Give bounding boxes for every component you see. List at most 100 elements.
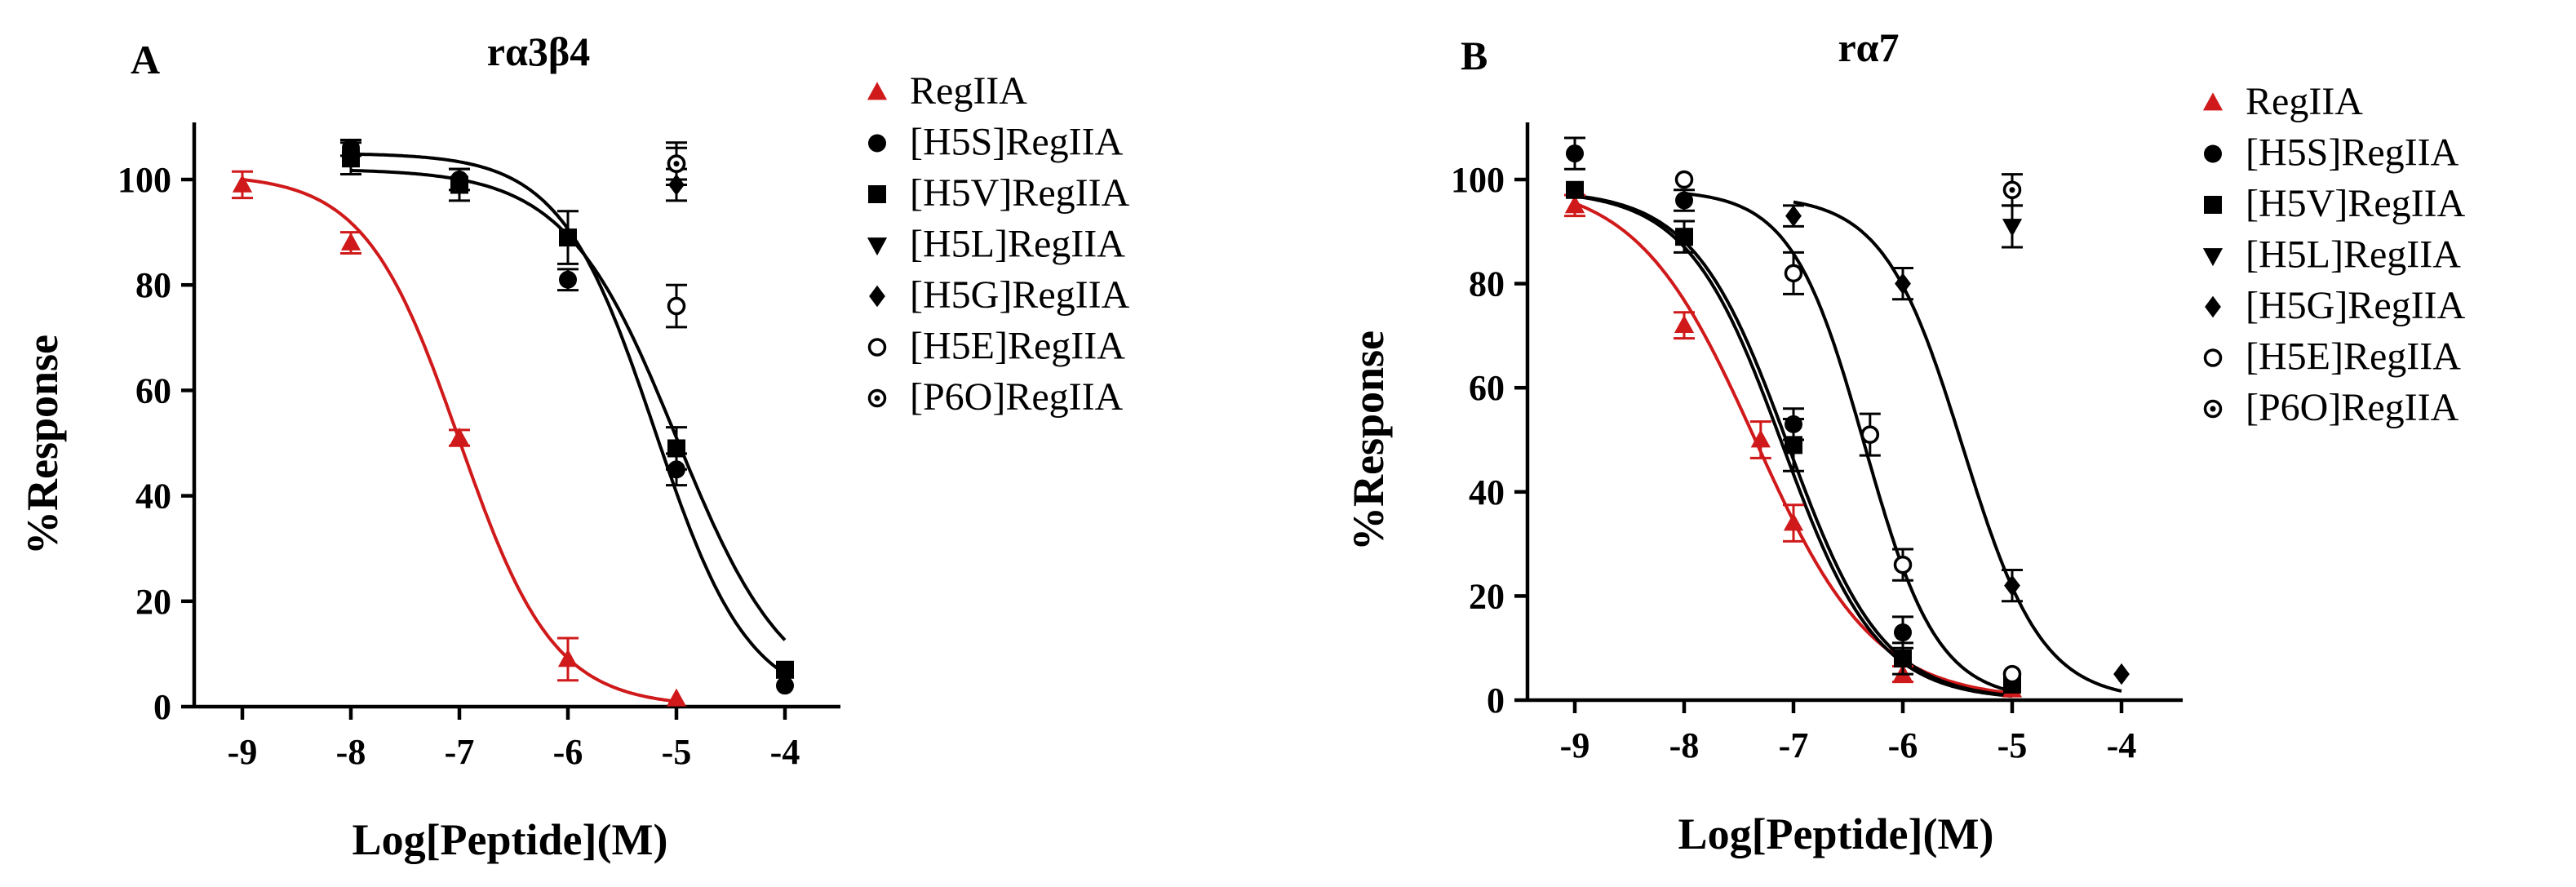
panel-b-legend-marker-h5eregiia [2203,348,2223,367]
panel-b-point-h5gregiia [2004,574,2020,597]
panel-b-x-tick-label: -9 [1560,725,1590,765]
panel-a-point-h5vregiia [667,439,685,458]
panel-b-legend-label-h5lregiia: [H5L]RegIIA [2246,233,2461,277]
panel-b-point-h5eregiia [1893,555,1913,574]
panel-a-point-regiia [557,649,579,667]
panel-b-point-h5vregiia [1785,436,1802,455]
panel-a-point-h5eregiia [667,296,686,316]
panel-b-point-h5eregiia [1860,425,1880,444]
panel-a-legend-marker-h5gregiia [869,285,885,308]
panel-b-y-tick-label: 0 [1487,681,1505,721]
panel-a-legend-marker-h5eregiia [867,338,887,357]
panel-b-fit-curve-h5eregiia [1683,192,2013,694]
panel-a-point-h5vregiia [450,175,468,194]
panel-b-x-axis-label: Log[Peptide](M) [1678,809,1994,858]
panel-b-legend-marker-p6oregiia [2203,399,2223,419]
panel-b: B rα7 Log[Peptide](M) %Response -9 -8 -7 -6… [1344,24,2466,858]
panel-a-x-tick-label: -5 [662,732,692,772]
panel-a-legend-label-p6oregiia: [P6O]RegIIA [910,375,1124,419]
panel-a-y-tick-label: 20 [135,582,171,622]
panel-b-letter: B [1461,33,1488,78]
panel-a-point-regiia [340,232,361,251]
panel-a-legend-label-regiia: RegIIA [910,69,1027,113]
panel-a-point-h5sregiia [776,676,794,695]
panel-b-point-regiia [1564,195,1585,214]
panel-a-x-tick-label: -8 [336,732,366,772]
panel-a-legend-label-h5lregiia: [H5L]RegIIA [910,223,1125,266]
panel-a-x-tick-label: -6 [553,732,583,772]
panel-b-legend-marker-h5sregiia [2204,144,2222,163]
panel-b-point-h5gregiia [1785,205,1802,227]
panel-b-x-tick-label: -5 [1997,725,2028,765]
panel-b-title: rα7 [1838,24,1899,70]
panel-b-y-tick-label: 40 [1469,472,1505,512]
panel-a-legend-label-h5sregiia: [H5S]RegIIA [910,121,1124,164]
panel-b-legend-marker-h5lregiia [2202,248,2224,267]
panel-a-point-h5vregiia [776,660,794,679]
panel-a-legend-label-h5eregiia: [H5E]RegIIA [910,325,1125,368]
panel-a-x-tick-label: -7 [445,732,475,772]
panel-b-point-p6oregiia [2002,180,2022,200]
panel-b-y-tick-label: 20 [1469,576,1505,616]
panel-a-legend-marker-h5sregiia [868,134,886,153]
panel-a-y-axis-label: %Response [18,335,67,555]
panel-b-fit-curve-h5vregiia [1574,194,2013,699]
panel-b-point-h5sregiia [1675,191,1693,210]
panel-b-x-tick-label: -4 [2107,725,2137,765]
panel-a-x-tick-label: -4 [770,732,800,772]
panel-b-point-regiia [1674,314,1695,333]
panel-a-legend-label-h5gregiia: [H5G]RegIIA [910,273,1130,317]
panel-b-point-h5vregiia [1894,649,1912,667]
panel-b-x-tick-label: -7 [1779,725,1809,765]
panel-b-legend-marker-regiia [2202,92,2224,111]
panel-a-legend-marker-h5vregiia [868,185,886,203]
panel-b-legend-marker-h5vregiia [2204,196,2222,214]
panel-a-legend-label-h5vregiia: [H5V]RegIIA [910,171,1130,215]
panel-b-y-tick-label: 100 [1451,160,1505,200]
panel-b-x-tick-label: -6 [1888,725,1918,765]
panel-a-point-regiia [232,174,253,193]
panel-b-point-h5eregiia [1674,170,1694,189]
panel-b-point-h5eregiia [2002,664,2022,684]
panel-a-legend-marker-regiia [867,82,888,100]
panel-b-point-h5vregiia [1675,228,1693,246]
panel-a-y-tick-label: 100 [117,160,171,200]
panel-b-point-h5vregiia [1566,180,1584,199]
panel-a-y-tick-label: 60 [135,370,171,410]
panel-b-legend-marker-h5gregiia [2205,295,2221,318]
panel-a-legend-marker-p6oregiia [867,388,887,408]
panel-a-y-tick-label: 80 [135,265,171,305]
panel-b-legend-label-h5eregiia: [H5E]RegIIA [2246,335,2461,379]
panel-a-point-h5vregiia [559,228,577,247]
panel-b-legend-label-h5vregiia: [H5V]RegIIA [2246,182,2466,225]
panel-a-point-h5vregiia [342,149,360,168]
panel-a-y-tick-label: 40 [135,477,171,517]
panel-b-legend-label-h5sregiia: [H5S]RegIIA [2246,131,2459,175]
panel-a: A rα3β4 Log[Peptide](M) %Response -9 -8 -7… [18,29,1130,864]
panel-a-point-p6oregiia [667,154,686,173]
panel-b-legend-label-p6oregiia: [P6O]RegIIA [2246,386,2459,429]
panel-a-x-axis-label: Log[Peptide](M) [352,815,668,864]
panel-a-x-tick-label: -9 [228,732,258,772]
panel-a-point-h5sregiia [559,270,577,289]
panel-b-point-regiia [1783,512,1804,531]
panel-b-point-h5sregiia [1566,144,1584,163]
panel-b-point-h5lregiia [2002,219,2023,237]
panel-b-point-h5gregiia [2113,663,2130,685]
panel-a-point-regiia [449,427,470,446]
panel-a-y-tick-label: 0 [153,687,171,727]
panel-b-point-h5eregiia [1784,264,1803,283]
panel-a-point-regiia [666,688,687,707]
panel-b-y-tick-label: 80 [1469,264,1505,304]
panel-b-point-h5sregiia [1894,623,1912,642]
panel-b-point-h5gregiia [1895,273,1911,295]
panel-a-letter: A [131,37,160,82]
panel-b-y-tick-label: 60 [1469,368,1505,408]
panel-b-point-regiia [1750,429,1771,448]
panel-a-title: rα3β4 [487,29,590,74]
panel-b-fit-curve-h5gregiia [1793,200,2122,693]
panel-b-x-tick-label: -8 [1669,725,1700,765]
panel-a-legend-marker-h5lregiia [867,237,888,256]
panel-b-legend-label-regiia: RegIIA [2246,80,2363,123]
